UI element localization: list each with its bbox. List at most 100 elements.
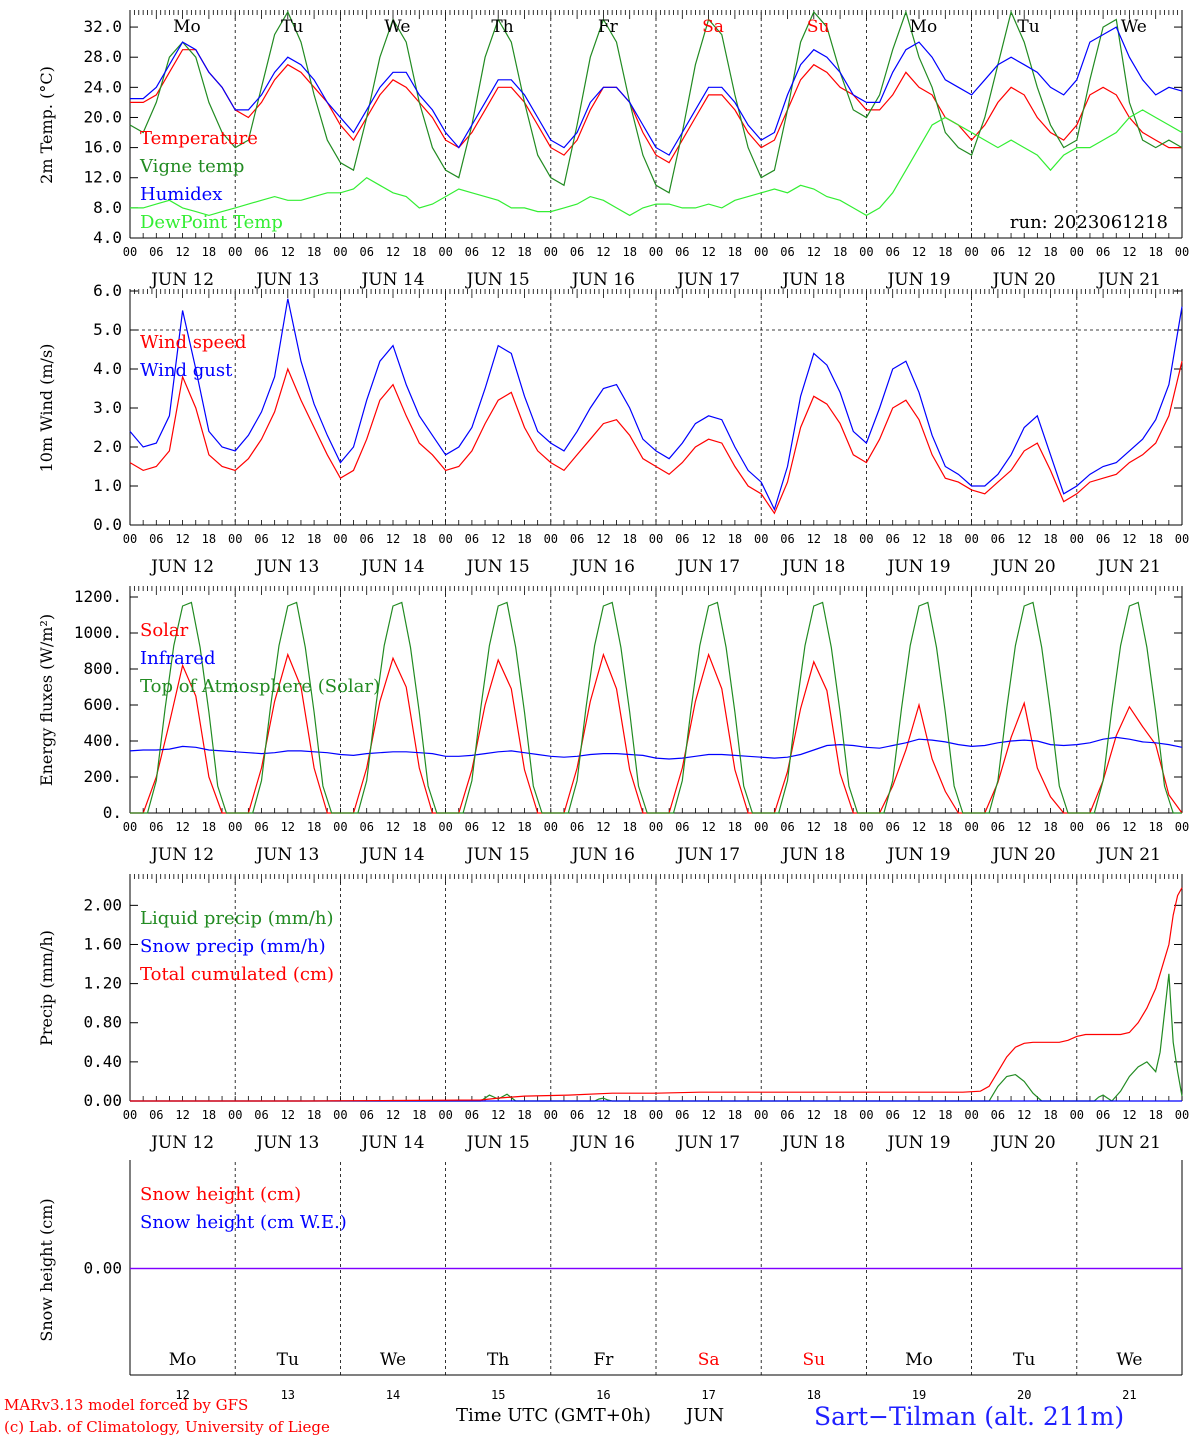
- precip-hour-label: 00: [964, 1108, 978, 1122]
- wind-hour-label: 12: [491, 532, 505, 546]
- panel-precip: 0.00 0.40 0.80 1.20 1.60 2.00 Precip (mm/h) Liq…: [37, 874, 1189, 1153]
- temp-hour-label: 06: [780, 245, 794, 259]
- wind-series-line: [129, 298, 1183, 512]
- energy-hour-label: 18: [412, 820, 426, 834]
- snow-day-name: We: [380, 1350, 406, 1370]
- precip-date-label: JUN 19: [885, 1133, 950, 1153]
- wind-hour-label: 18: [833, 532, 847, 546]
- energy-hour-label: 06: [149, 820, 163, 834]
- wind-ylabel: 10m Wind (m/s): [37, 344, 56, 473]
- precip-hour-label: 12: [491, 1108, 505, 1122]
- snow-date-number: 18: [807, 1388, 821, 1402]
- temp-date-label: JUN 20: [991, 270, 1056, 290]
- energy-hour-label: 12: [912, 820, 926, 834]
- wind-hour-label: 12: [386, 532, 400, 546]
- temp-date-label: JUN 14: [359, 270, 424, 290]
- snow-day-name: We: [1116, 1350, 1142, 1370]
- temp-day-name: Mo: [910, 17, 938, 37]
- energy-hour-label: 18: [833, 820, 847, 834]
- energy-date-label: JUN 17: [675, 845, 740, 865]
- wind-hour-label: 12: [1122, 532, 1136, 546]
- temp-hour-label: 12: [1017, 245, 1031, 259]
- energy-hour-label: 00: [859, 820, 873, 834]
- temp-hour-label: 00: [649, 245, 663, 259]
- energy-hour-label: 06: [465, 820, 479, 834]
- energy-ytick-label: 1200.: [74, 587, 122, 606]
- snow-ylabel: Snow height (cm): [37, 1198, 56, 1341]
- precip-hour-label: 00: [228, 1108, 242, 1122]
- snow-date-number: 15: [491, 1388, 505, 1402]
- wind-series-line: [129, 361, 1183, 515]
- energy-date-label: JUN 20: [991, 845, 1056, 865]
- precip-date-label: JUN 21: [1096, 1133, 1161, 1153]
- wind-hour-label: 06: [465, 532, 479, 546]
- temp-series-line: [129, 10, 1183, 194]
- energy-date-label: JUN 14: [359, 845, 424, 865]
- temp-hour-label: 12: [701, 245, 715, 259]
- temp-ylabel: 2m Temp. (°C): [37, 66, 56, 184]
- snow-date-number: 16: [596, 1388, 610, 1402]
- temp-hour-label: 06: [465, 245, 479, 259]
- wind-hour-label: 00: [544, 532, 558, 546]
- panel-snow: 0.00 Snow height (cm) Snow height (cm) Snow…: [37, 1160, 1183, 1402]
- energy-hour-label: 06: [780, 820, 794, 834]
- temp-day-name: Fr: [598, 17, 619, 37]
- precip-ytick-label: 0.80: [83, 1013, 122, 1032]
- precip-date-label: JUN 16: [570, 1133, 635, 1153]
- wind-date-label: JUN 12: [149, 557, 214, 577]
- energy-hour-label: 12: [1017, 820, 1031, 834]
- precip-hour-label: 06: [465, 1108, 479, 1122]
- temp-ytick-label: 8.0: [93, 198, 122, 217]
- energy-ytick-label: 400.: [83, 731, 122, 750]
- precip-legend-entry: Total cumulated (cm): [140, 964, 334, 985]
- precip-hour-label: 00: [438, 1108, 452, 1122]
- energy-hour-label: 12: [596, 820, 610, 834]
- temp-ytick-label: 20.0: [83, 107, 122, 126]
- temp-hour-label: 12: [281, 245, 295, 259]
- temp-date-label: JUN 15: [465, 270, 530, 290]
- temp-ytick-label: 24.0: [83, 77, 122, 96]
- wind-hour-label: 06: [780, 532, 794, 546]
- precip-hour-label: 18: [622, 1108, 636, 1122]
- temp-day-name: Mo: [173, 17, 201, 37]
- energy-hour-label: 00: [754, 820, 768, 834]
- precip-hour-label: 00: [544, 1108, 558, 1122]
- wind-hour-label: 06: [1096, 532, 1110, 546]
- temp-hour-label: 18: [412, 245, 426, 259]
- precip-hour-label: 06: [570, 1108, 584, 1122]
- wind-hour-label: 12: [807, 532, 821, 546]
- precip-hour-label: 12: [1122, 1108, 1136, 1122]
- energy-ylabel: Energy fluxes (W/m²): [37, 614, 56, 786]
- precip-ytick-label: 1.60: [83, 934, 122, 953]
- temp-day-name: We: [1121, 17, 1147, 37]
- wind-date-label: JUN 19: [885, 557, 950, 577]
- temp-hour-label: 00: [333, 245, 347, 259]
- wind-hour-label: 06: [149, 532, 163, 546]
- wind-hour-label: 00: [859, 532, 873, 546]
- panel-energy: 0. 200. 400. 600. 800. 1000. 1200. Energy fluxe…: [37, 586, 1189, 865]
- precip-date-label: JUN 18: [780, 1133, 845, 1153]
- energy-hour-label: 18: [307, 820, 321, 834]
- wind-hour-label: 12: [596, 532, 610, 546]
- temp-hour-label: 06: [149, 245, 163, 259]
- footer-copyright: (c) Lab. of Climatology, University of L…: [4, 1418, 330, 1436]
- energy-hour-label: 18: [517, 820, 531, 834]
- wind-ytick-label: 6.0: [93, 281, 122, 300]
- temp-hour-label: 06: [991, 245, 1005, 259]
- precip-ylabel: Precip (mm/h): [37, 930, 56, 1046]
- energy-hour-label: 00: [123, 820, 137, 834]
- panel-wind: 0.0 1.0 2.0 3.0 4.0 5.0 6.0 10m Wind (m/s) Wind …: [37, 281, 1189, 577]
- precip-series-line: [130, 887, 1183, 1102]
- wind-hour-label: 00: [1175, 532, 1189, 546]
- precip-date-label: JUN 12: [149, 1133, 214, 1153]
- temp-hour-label: 06: [1096, 245, 1110, 259]
- energy-hour-label: 00: [228, 820, 242, 834]
- precip-hour-label: 18: [833, 1108, 847, 1122]
- temp-date-label: JUN 12: [149, 270, 214, 290]
- energy-ytick-label: 1000.: [74, 623, 122, 642]
- snow-day-name: Mo: [169, 1350, 197, 1370]
- energy-hour-label: 18: [1043, 820, 1057, 834]
- temp-hour-label: 18: [517, 245, 531, 259]
- precip-hour-label: 00: [1175, 1108, 1189, 1122]
- energy-ytick-label: 0.: [103, 803, 122, 822]
